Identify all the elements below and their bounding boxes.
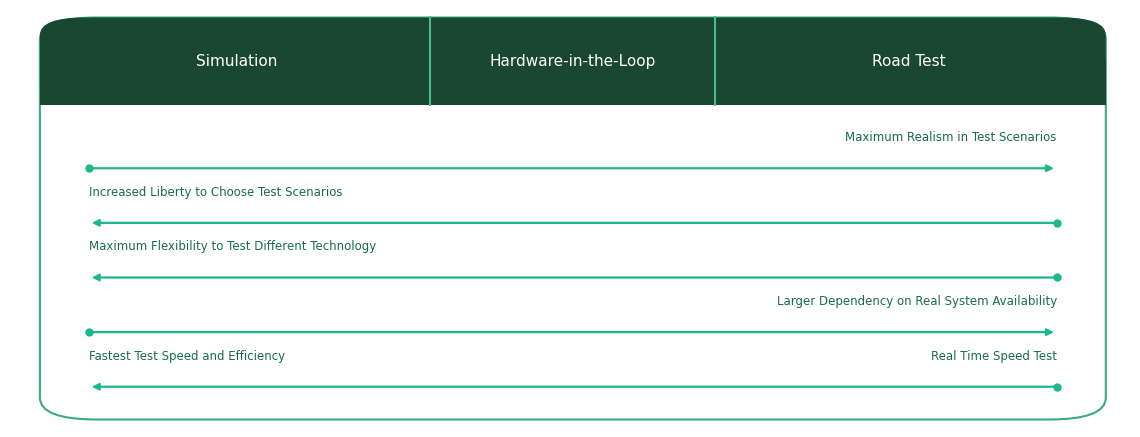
Text: Real Time Speed Test: Real Time Speed Test	[930, 350, 1057, 363]
Text: Maximum Realism in Test Scenarios: Maximum Realism in Test Scenarios	[846, 131, 1057, 144]
Text: Fastest Test Speed and Efficiency: Fastest Test Speed and Efficiency	[89, 350, 285, 363]
Text: Hardware-in-the-Loop: Hardware-in-the-Loop	[490, 54, 656, 69]
Text: Simulation: Simulation	[196, 54, 278, 69]
Text: Increased Liberty to Choose Test Scenarios: Increased Liberty to Choose Test Scenari…	[89, 186, 342, 199]
Text: Maximum Flexibility to Test Different Technology: Maximum Flexibility to Test Different Te…	[89, 240, 376, 253]
FancyBboxPatch shape	[40, 17, 1106, 420]
Bar	[40, 61, 1106, 105]
Text: Larger Dependency on Real System Availability: Larger Dependency on Real System Availab…	[776, 295, 1057, 308]
Text: Road Test: Road Test	[872, 54, 945, 69]
FancyBboxPatch shape	[40, 17, 1106, 105]
